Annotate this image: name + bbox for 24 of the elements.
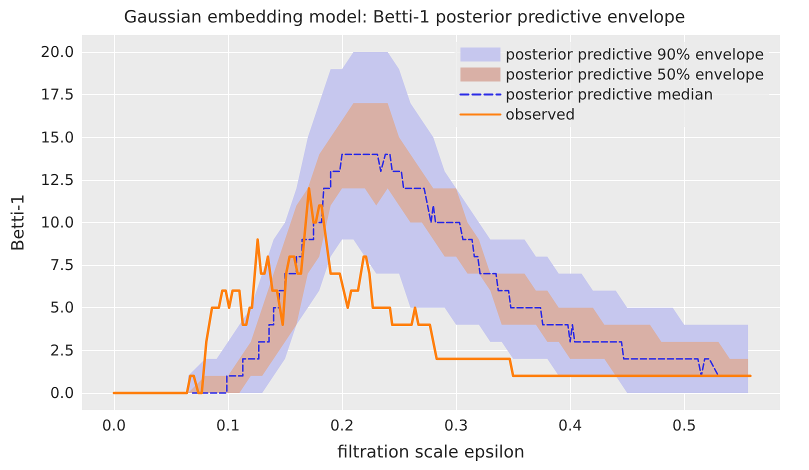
legend-label: observed	[505, 106, 575, 124]
legend-label: posterior predictive 50% envelope	[505, 66, 764, 84]
x-tick-label: 0.3	[444, 416, 468, 434]
x-tick-label: 0.2	[330, 416, 354, 434]
x-tick-label: 0.1	[216, 416, 240, 434]
y-tick-label: 12.5	[40, 170, 74, 189]
y-tick-label: 0.0	[50, 384, 74, 402]
y-tick-label: 17.5	[40, 86, 74, 104]
line-series	[192, 154, 720, 394]
legend-label: posterior predictive 90% envelope	[505, 46, 764, 64]
y-tick-label: 10.0	[40, 214, 74, 232]
legend-label: posterior predictive median	[505, 86, 714, 104]
x-tick-label: 0.4	[558, 416, 582, 434]
y-tick-label: 20.0	[40, 43, 74, 62]
x-tick-label: 0.0	[102, 416, 126, 434]
y-tick-label: 2.5	[50, 341, 74, 360]
chart-title: Gaussian embedding model: Betti-1 posterior predictive envelope	[124, 8, 686, 28]
x-axis-title: filtration scale epsilon	[337, 442, 525, 462]
y-tick-label: 15.0	[40, 128, 74, 146]
y-tick-label: 7.5	[50, 256, 74, 274]
y-axis-title: Betti-1	[8, 194, 28, 252]
x-tick-label: 0.5	[672, 416, 696, 434]
y-tick-label: 5.0	[50, 298, 74, 317]
line-series	[112, 187, 752, 394]
